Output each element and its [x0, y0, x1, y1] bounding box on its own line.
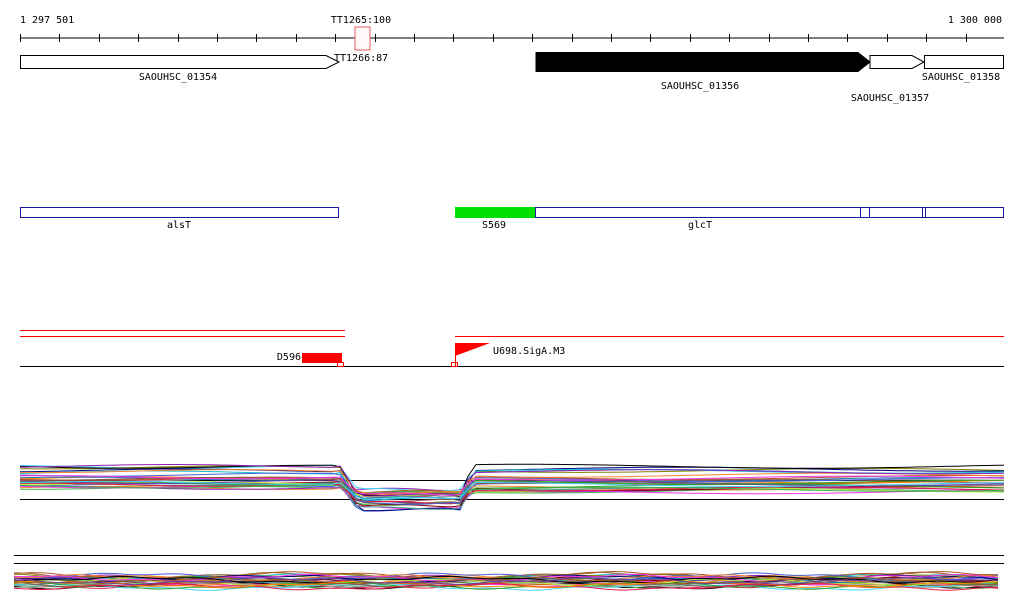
gene-label[interactable]: SAOUHSC_01358: [922, 72, 1000, 83]
expression-profile-line: [19, 484, 1005, 496]
expression-profile-line: [20, 482, 1005, 505]
gene-arrow[interactable]: [535, 52, 871, 72]
terminator-label[interactable]: TT1265:100: [331, 15, 391, 26]
expression-profile-line: [13, 579, 998, 588]
expression-profiles-lower: [13, 570, 999, 591]
terminator-marker[interactable]: [354, 26, 371, 51]
annotation-box[interactable]: [20, 207, 339, 218]
promoter-marker: [451, 362, 458, 367]
annotation-box[interactable]: [535, 207, 1004, 218]
expression-profile-line: [19, 463, 1005, 498]
expression-profiles-upper: [19, 463, 1005, 512]
gene-box[interactable]: [924, 55, 1004, 69]
ruler-start-label: 1 297 501: [20, 15, 74, 26]
annotation-label[interactable]: alsT: [167, 220, 191, 231]
expression-profile-line: [19, 480, 1005, 500]
expression-profile-line: [19, 472, 1004, 505]
regulatory-track: D596 U698.SigA.M3: [20, 330, 1004, 367]
expression-profile-line: [19, 479, 1005, 508]
expression-profile-line: [13, 572, 999, 581]
expression-profile-line: [13, 575, 999, 584]
expression-profile-line: [13, 577, 999, 586]
gene-arrow[interactable]: [20, 55, 341, 69]
ruler-ticks: [20, 34, 967, 42]
expression-profile-line: [13, 582, 998, 591]
ruler-end-label: 1 300 000: [948, 15, 1002, 26]
annotation-label[interactable]: glcT: [688, 220, 712, 231]
expression-track-lower: [13, 555, 1004, 591]
expression-profile-line: [19, 479, 1004, 495]
expression-profile-line: [13, 580, 999, 589]
promoter-flag[interactable]: [455, 343, 490, 356]
gene-label[interactable]: SAOUHSC_01356: [661, 81, 739, 92]
gene-track: SAOUHSC_01354 SAOUHSC_01356 SAOUHSC_0135…: [20, 52, 1004, 104]
annotation-label[interactable]: S569: [482, 220, 506, 231]
regulatory-label[interactable]: D596: [277, 352, 301, 363]
expression-profile-line: [19, 475, 1005, 496]
terminator-label[interactable]: TT1266:87: [334, 53, 388, 64]
expression-profile-line: [19, 469, 1005, 495]
annotation-box[interactable]: [455, 207, 535, 218]
downshift-marker: [337, 362, 344, 367]
downshift-block[interactable]: [302, 353, 342, 363]
coordinate-ruler: 1 297 501 1 300 000: [20, 15, 1004, 42]
regulatory-label[interactable]: U698.SigA.M3: [493, 346, 565, 357]
expression-profile-line: [19, 464, 1005, 497]
gene-label[interactable]: SAOUHSC_01357: [851, 93, 929, 104]
gene-arrow[interactable]: [869, 55, 926, 69]
terminator-track: TT1265:100 TT1266:87: [331, 15, 391, 64]
expression-track-upper: [19, 463, 1005, 512]
annotation-track: alsT S569 glcT: [20, 207, 1004, 231]
gene-label[interactable]: SAOUHSC_01354: [139, 72, 217, 83]
expression-profile-line: [13, 581, 999, 590]
